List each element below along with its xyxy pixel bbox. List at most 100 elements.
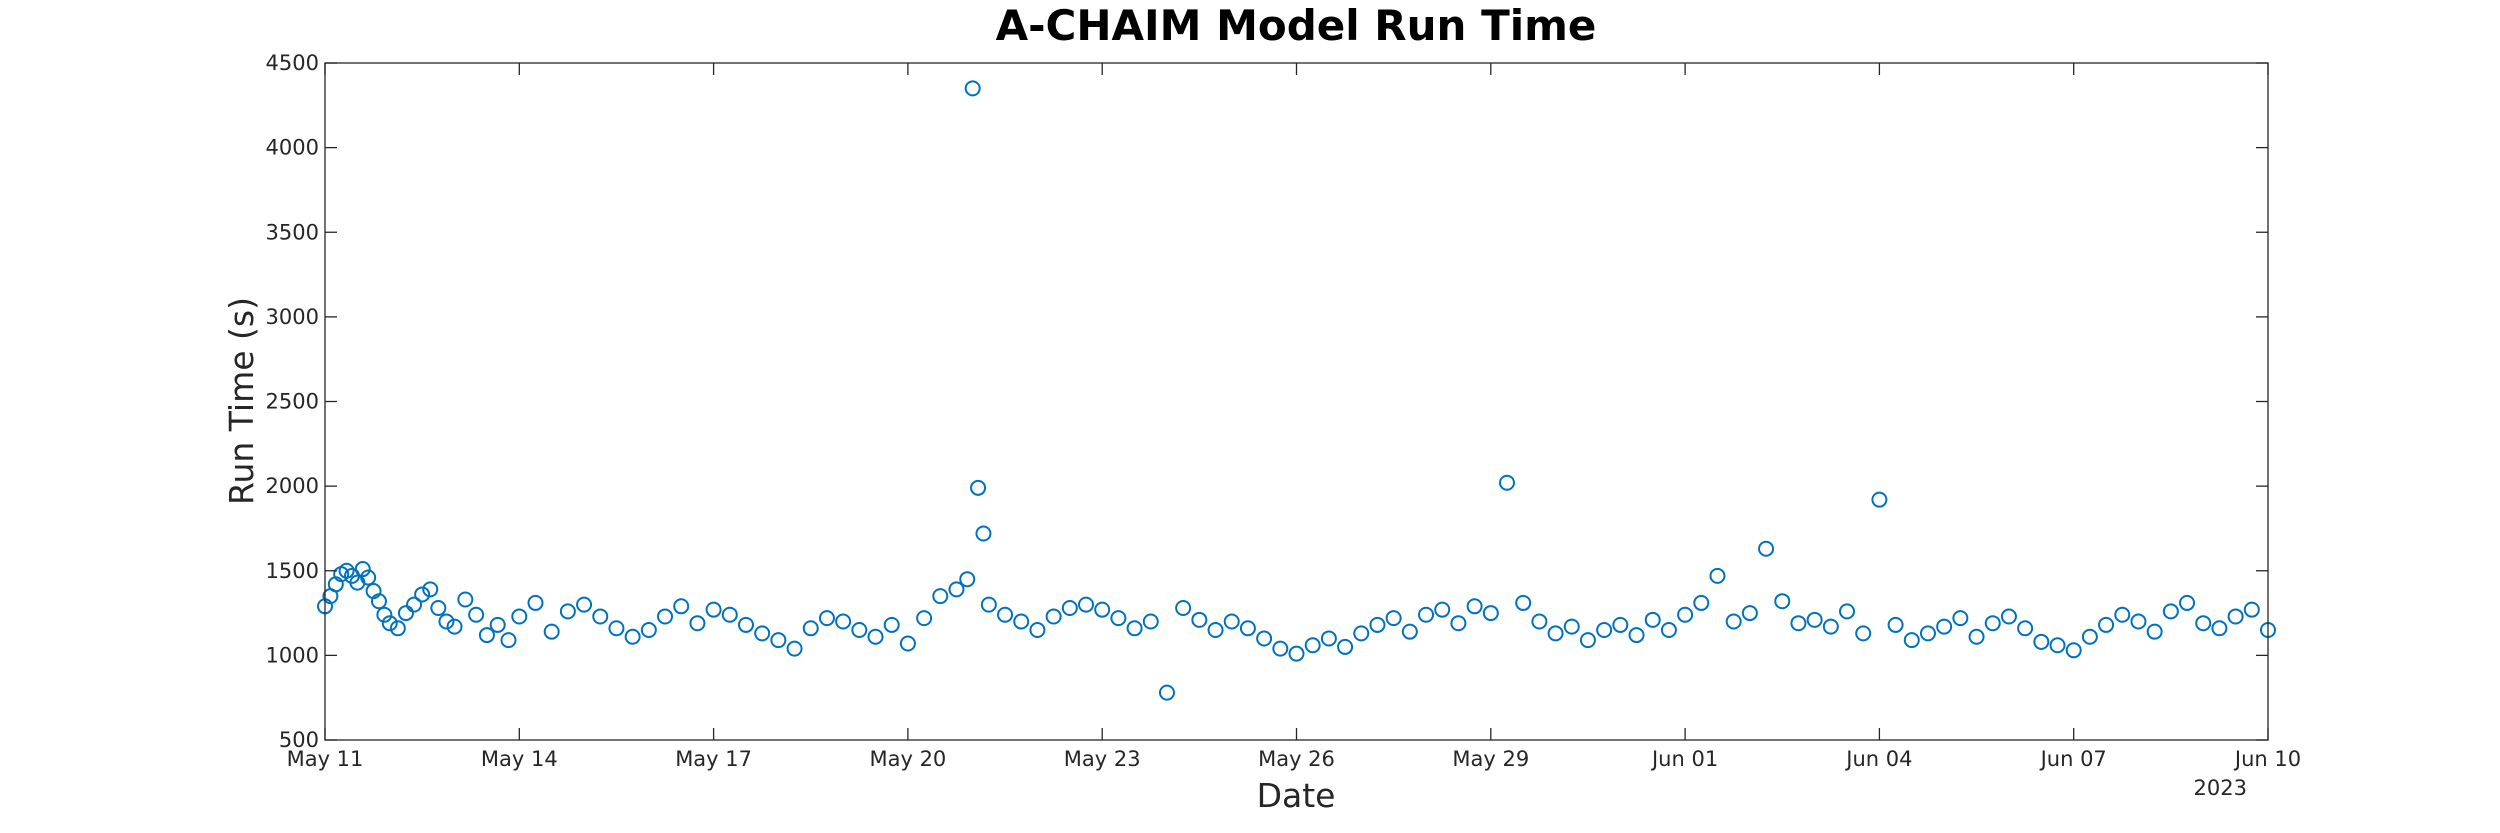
data-point — [899, 635, 916, 652]
data-point — [1774, 593, 1791, 610]
year-label: 2023 — [2194, 776, 2247, 800]
data-point — [1337, 638, 1354, 655]
x-tick-label: May 29 — [1452, 747, 1529, 771]
data-point — [970, 479, 987, 496]
data-point — [527, 594, 544, 611]
data-point — [705, 601, 722, 618]
data-point — [624, 628, 641, 645]
data-point — [835, 613, 852, 630]
data-point — [430, 599, 447, 616]
data-point — [997, 606, 1014, 623]
data-point — [1418, 606, 1435, 623]
x-tick-label: Jun 10 — [2233, 747, 2301, 771]
data-point — [2146, 623, 2163, 640]
x-axis: May 11 May 14 May 17 May 20 May 23 May 26 May … — [287, 63, 2301, 771]
data-point — [1677, 606, 1694, 623]
data-point — [1725, 613, 1742, 630]
data-point — [1936, 618, 1953, 635]
data-point — [1693, 594, 1710, 611]
data-point — [1741, 605, 1758, 622]
data-point — [1903, 632, 1920, 649]
data-point — [2065, 642, 2082, 659]
x-tick-label: Jun 07 — [2039, 747, 2107, 771]
data-point — [2162, 603, 2179, 620]
data-point — [818, 610, 835, 627]
data-point — [354, 561, 371, 578]
data-point — [1612, 616, 1629, 633]
data-point — [1045, 608, 1062, 625]
data-point — [1952, 610, 1969, 627]
data-point — [1790, 615, 1807, 632]
data-point — [422, 581, 439, 598]
data-point — [1369, 616, 1386, 633]
data-point — [592, 608, 609, 625]
data-point — [1531, 613, 1548, 630]
data-point — [1919, 625, 1936, 642]
data-point — [1272, 640, 1289, 657]
data-point — [657, 608, 674, 625]
y-tick-label: 4500 — [266, 51, 319, 75]
data-point — [360, 569, 377, 586]
data-point — [1029, 621, 1046, 638]
y-tick-label: 4000 — [266, 136, 319, 160]
data-point — [851, 621, 868, 638]
data-point — [673, 598, 690, 615]
data-point — [1839, 603, 1856, 620]
y-tick-label: 1500 — [266, 559, 319, 583]
data-point — [2227, 608, 2244, 625]
data-point — [1385, 610, 1402, 627]
data-point — [640, 621, 657, 638]
data-point — [1644, 611, 1661, 628]
data-point — [457, 591, 474, 608]
data-point — [1401, 623, 1418, 640]
data-point — [1175, 599, 1192, 616]
x-tick-label: May 26 — [1258, 747, 1335, 771]
data-point — [959, 571, 976, 588]
x-tick-label: May 11 — [287, 747, 364, 771]
x-tick-label: May 14 — [481, 747, 558, 771]
data-point — [559, 603, 576, 620]
data-point — [721, 606, 738, 623]
y-tick-label: 1000 — [266, 643, 319, 667]
data-point — [1968, 628, 1985, 645]
data-point — [883, 616, 900, 633]
data-point — [1158, 684, 1175, 701]
data-point — [381, 615, 398, 632]
data-point — [543, 623, 560, 640]
data-point — [980, 596, 997, 613]
data-point — [1806, 611, 1823, 628]
data-point — [1498, 474, 1515, 491]
data-point — [1822, 618, 1839, 635]
x-tick-label: Jun 01 — [1650, 747, 1718, 771]
data-point — [1563, 618, 1580, 635]
plot-frame — [324, 62, 2269, 741]
data-point — [511, 608, 528, 625]
data-point — [576, 596, 593, 613]
data-point — [867, 628, 884, 645]
data-point — [500, 632, 517, 649]
data-point — [2179, 594, 2196, 611]
data-point — [2081, 628, 2098, 645]
data-point — [1758, 540, 1775, 557]
data-point — [1207, 621, 1224, 638]
data-point — [1855, 625, 1872, 642]
data-point — [754, 625, 771, 642]
data-point — [2195, 615, 2212, 632]
data-point — [1304, 637, 1321, 654]
data-point — [802, 620, 819, 637]
data-point — [468, 606, 485, 623]
data-point — [1660, 621, 1677, 638]
data-points — [317, 80, 2276, 701]
data-point — [2049, 637, 2066, 654]
data-point — [737, 616, 754, 633]
data-point — [1013, 613, 1030, 630]
x-tick-label: May 17 — [675, 747, 752, 771]
data-point — [964, 80, 981, 97]
data-point — [786, 640, 803, 657]
data-point — [1223, 613, 1240, 630]
data-point — [1984, 615, 2001, 632]
data-point — [1320, 630, 1337, 647]
data-point — [414, 586, 431, 603]
data-point — [338, 562, 355, 579]
